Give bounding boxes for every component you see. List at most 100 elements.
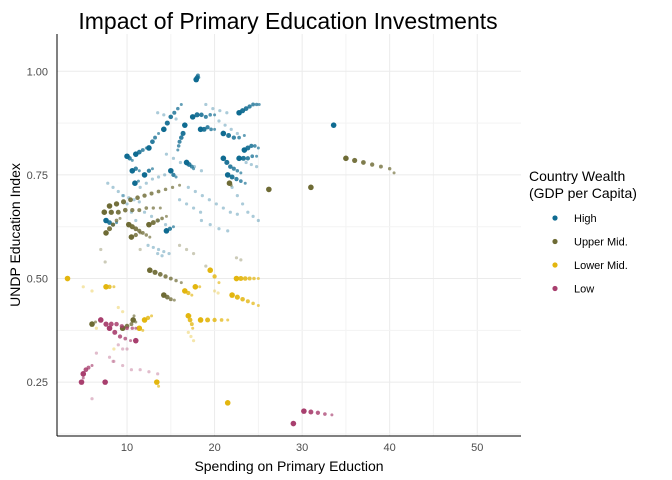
legend-title-line2: (GDP per Capita)	[529, 185, 637, 201]
data-points	[64, 73, 396, 427]
y-tick-label: 1.00	[27, 66, 48, 78]
data-point-faint	[116, 305, 120, 310]
data-point	[220, 155, 227, 162]
data-point	[234, 294, 240, 300]
x-tick-labels: 10 20 30 40 50	[121, 442, 483, 454]
data-point-faint	[199, 169, 204, 173]
data-point	[106, 325, 113, 332]
data-point-faint	[138, 185, 142, 189]
data-point-faint	[151, 245, 155, 250]
data-point	[229, 183, 233, 187]
data-point	[103, 230, 109, 236]
data-point-faint	[244, 160, 248, 165]
data-point	[241, 155, 246, 161]
y-tick-labels: 0.25 0.50 0.75 1.00	[27, 66, 48, 389]
data-point	[146, 145, 152, 151]
data-point	[129, 167, 136, 174]
data-point	[180, 130, 186, 137]
data-point-faint	[94, 351, 98, 355]
data-point-faint	[125, 347, 129, 351]
data-point	[144, 206, 149, 210]
data-point	[164, 294, 170, 300]
data-point-faint	[116, 343, 120, 347]
data-point	[149, 191, 154, 196]
data-point-faint	[184, 247, 189, 252]
data-point	[64, 275, 71, 282]
data-point	[141, 317, 148, 323]
data-point	[217, 281, 221, 285]
data-point	[114, 218, 119, 223]
data-point	[120, 199, 127, 205]
legend-key	[552, 238, 558, 245]
data-point-faint	[174, 117, 178, 121]
data-point-faint	[156, 247, 161, 252]
data-point	[237, 135, 241, 140]
data-point	[113, 201, 120, 207]
data-point	[170, 185, 175, 189]
data-point	[256, 146, 260, 150]
data-point-faint	[193, 189, 197, 194]
data-point	[226, 133, 232, 139]
data-point	[167, 226, 173, 231]
data-point	[243, 106, 249, 111]
legend-label: Low	[574, 284, 594, 296]
data-point	[130, 158, 134, 162]
data-point-faint	[216, 291, 220, 295]
data-point	[178, 183, 182, 187]
data-point	[123, 336, 128, 341]
data-point	[192, 284, 199, 290]
data-point	[239, 179, 243, 183]
legend-title-line1: Country Wealth	[529, 168, 625, 184]
data-point	[187, 317, 193, 323]
data-point-faint	[255, 165, 259, 169]
x-tick-label: 30	[296, 442, 308, 454]
data-point	[144, 233, 149, 237]
data-point	[243, 181, 247, 185]
data-point	[133, 226, 139, 232]
data-point-faint	[235, 212, 239, 216]
data-point	[150, 220, 156, 226]
data-point-faint	[160, 254, 164, 258]
data-point-faint	[164, 152, 169, 156]
data-point	[251, 102, 256, 107]
data-point	[176, 106, 180, 111]
data-point	[191, 326, 195, 330]
data-point	[154, 379, 160, 385]
data-point	[254, 102, 259, 107]
data-point	[226, 318, 230, 322]
data-point-faint	[138, 368, 142, 372]
data-point-faint	[234, 256, 239, 260]
data-point-faint	[125, 202, 129, 206]
x-tick-label: 50	[471, 442, 483, 454]
data-point	[174, 175, 178, 179]
data-point	[229, 174, 235, 180]
data-point	[212, 274, 217, 279]
data-point	[247, 276, 252, 281]
data-point	[141, 172, 148, 178]
data-point	[256, 277, 260, 281]
data-point	[112, 329, 118, 335]
data-point-faint	[211, 106, 215, 111]
data-point-faint	[111, 185, 115, 189]
y-tick-label: 0.75	[27, 170, 48, 182]
data-point	[352, 157, 358, 163]
data-point	[171, 225, 175, 229]
data-point	[370, 162, 375, 167]
data-point-faint	[241, 202, 245, 206]
data-point	[182, 122, 188, 128]
data-point	[101, 209, 108, 216]
data-point	[171, 172, 176, 178]
data-point-faint	[156, 252, 160, 256]
data-point-faint	[163, 223, 168, 227]
data-point	[142, 193, 147, 198]
data-point-faint	[226, 229, 230, 233]
data-point	[147, 267, 153, 274]
data-point	[150, 314, 154, 318]
data-point-faint	[111, 359, 115, 364]
data-point	[212, 317, 217, 323]
data-point-faint	[221, 206, 225, 210]
data-point	[157, 272, 163, 277]
data-point	[251, 301, 255, 306]
data-point	[136, 149, 142, 155]
data-point-faint	[214, 202, 218, 206]
